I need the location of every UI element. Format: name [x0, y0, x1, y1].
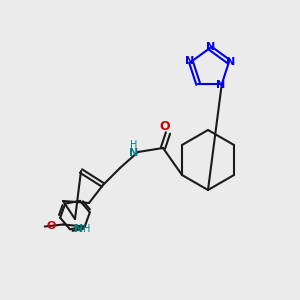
- Text: H: H: [83, 224, 91, 234]
- Text: N: N: [206, 42, 216, 52]
- Text: O: O: [46, 220, 56, 230]
- Text: H: H: [130, 140, 138, 150]
- Text: N: N: [74, 224, 84, 234]
- Text: N: N: [226, 57, 236, 67]
- Text: N: N: [129, 148, 139, 158]
- Text: N: N: [216, 80, 225, 90]
- Text: N: N: [185, 56, 195, 66]
- Text: O: O: [160, 121, 170, 134]
